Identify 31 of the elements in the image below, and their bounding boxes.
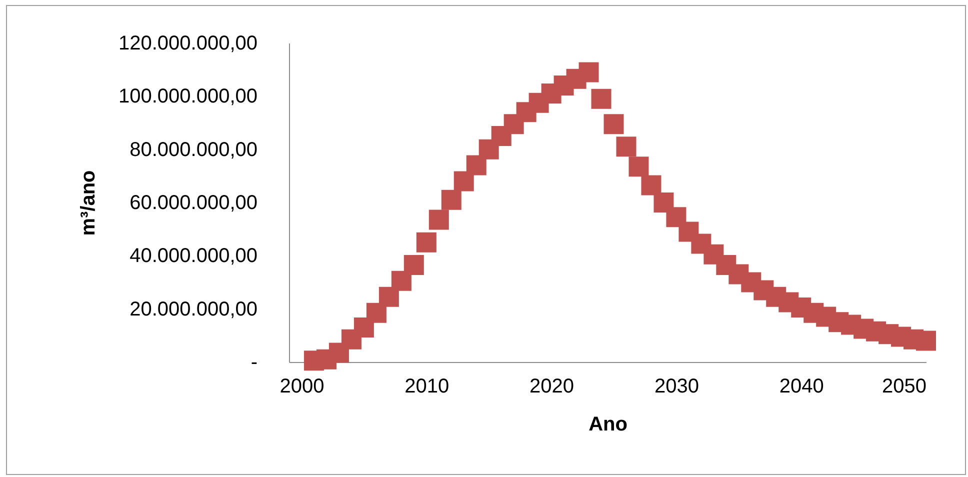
point xyxy=(628,156,649,177)
point xyxy=(441,190,462,210)
y-tick-label: - xyxy=(250,352,258,374)
x-tick-label: 2030 xyxy=(654,376,699,398)
y-tick-label: 20.000.000,00 xyxy=(130,298,258,320)
point xyxy=(578,62,599,82)
y-tick-label: 120.000.000,00 xyxy=(118,32,258,54)
x-tick-label: 2020 xyxy=(530,376,574,398)
point xyxy=(916,330,936,351)
x-tick-label: 2010 xyxy=(404,376,450,398)
x-tick-label: 2000 xyxy=(280,376,324,398)
x-tick-label: 2040 xyxy=(779,376,824,398)
y-tick-label: 80.000.000,00 xyxy=(130,138,258,161)
point xyxy=(416,232,436,252)
point xyxy=(616,136,636,157)
point xyxy=(466,155,486,176)
point xyxy=(378,286,399,307)
point xyxy=(454,171,474,192)
point xyxy=(428,210,449,230)
point xyxy=(591,88,612,109)
x-axis-title: Ano xyxy=(588,414,628,436)
point xyxy=(366,302,386,323)
point xyxy=(604,114,624,134)
x-tick-label: 2050 xyxy=(882,376,926,398)
y-tick-label: 100.000.000,00 xyxy=(118,86,258,108)
y-axis-title: m³/ano xyxy=(77,170,100,236)
y-tick-label: 40.000.000,00 xyxy=(130,245,258,268)
point xyxy=(404,254,424,275)
y-tick-label: 60.000.000,00 xyxy=(130,192,258,214)
point xyxy=(391,270,412,291)
point xyxy=(641,175,662,196)
